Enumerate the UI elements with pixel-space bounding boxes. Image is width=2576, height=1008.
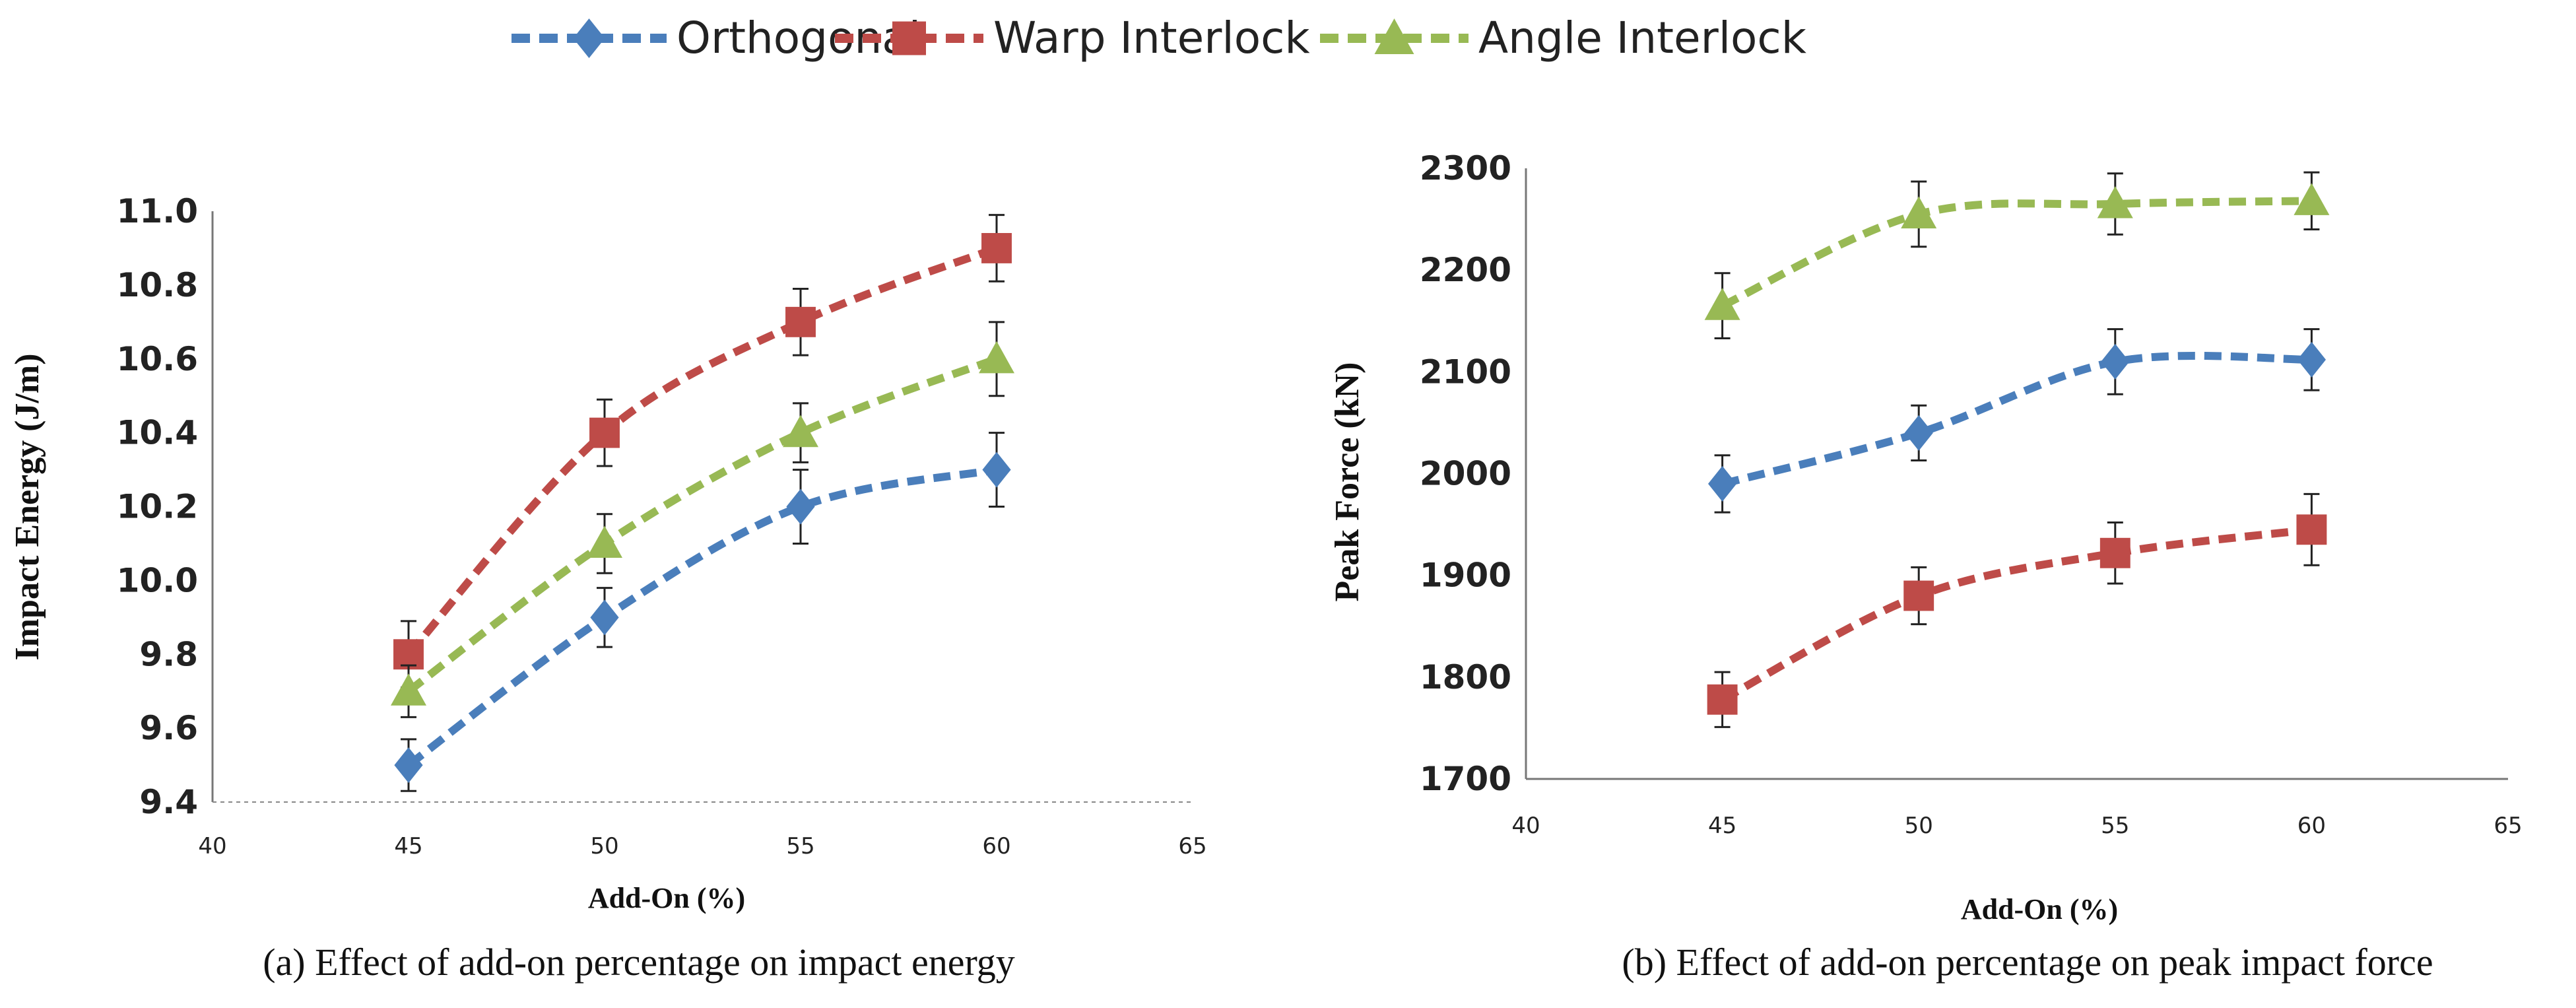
data-point-angle-interlock [2097,185,2133,218]
caption-peak-force: (b) Effect of add-on percentage on peak … [1622,941,2433,984]
x-axis-label-impact-energy: Add-On (%) [588,882,745,914]
legend-triangle-icon [1374,18,1414,54]
data-point-orthogonal [2297,341,2326,378]
series-angle-interlock [391,321,1014,718]
y-tick-label: 10.8 [117,266,198,304]
chart-impact-energy: 9.4 9.6 9.8 10.0 10.2 10.4 10.6 10.8 11.0 40 45 50 5… [9,192,1207,984]
data-point-orthogonal [1708,465,1737,502]
series-orthogonal [394,432,1011,792]
data-point-orthogonal [2101,343,2130,380]
plot-area-peak-force: 1700 1800 1900 2000 2100 2200 2300 40 45 50 55 60 65 [1420,149,2523,839]
y-axis-label-impact-energy: Impact Energy (J/m) [9,353,46,660]
x-tick-label: 65 [1178,833,1206,859]
x-tick-label: 40 [198,833,226,859]
data-point-orthogonal [786,488,815,525]
y-tick-label: 10.0 [117,561,198,599]
data-point-orthogonal [1904,415,1933,451]
plot-area-impact-energy: 9.4 9.6 9.8 10.0 10.2 10.4 10.6 10.8 11.0 40 45 50 5… [117,192,1207,859]
y-axis-label-peak-force: Peak Force (kN) [1329,362,1366,602]
data-point-warp-interlock [2296,514,2327,545]
data-point-warp-interlock [785,306,816,337]
legend-item-angle-interlock: Angle Interlock [1320,13,1807,63]
series-line-warp-interlock [1720,525,2313,704]
data-point-angle-interlock [1704,288,1740,320]
data-point-angle-interlock [2294,183,2330,215]
data-point-warp-interlock [2099,537,2130,568]
series-line-orthogonal [406,465,998,768]
series-angle-interlock [1704,171,2330,339]
x-tick-label: 60 [982,833,1010,859]
x-tick-label: 50 [1905,813,1933,839]
legend-item-warp-interlock: Warp Interlock [835,13,1310,63]
caption-impact-energy: (a) Effect of add-on percentage on impac… [263,941,1015,984]
data-point-warp-interlock [1707,684,1738,715]
legend-label-warp-interlock: Warp Interlock [993,13,1310,63]
legend-square-icon [892,21,926,55]
legend-label-orthogonal: Orthogonal [677,13,921,63]
data-point-warp-interlock [589,417,620,448]
data-point-angle-interlock [1901,196,1937,228]
series-line-angle-interlock [406,355,999,694]
y-tick-label: 2000 [1420,455,1511,493]
data-point-orthogonal [394,747,423,784]
y-tick-label: 2100 [1420,353,1511,391]
y-tick-label: 10.4 [117,414,198,452]
series-line-orthogonal [1721,351,2312,488]
chart-peak-force: 1700 1800 1900 2000 2100 2200 2300 40 45 50 55 60 65… [1329,149,2523,984]
x-tick-label: 55 [2101,813,2129,839]
y-tick-label: 11.0 [117,192,198,230]
data-point-orthogonal [982,452,1011,488]
legend-diamond-icon [573,18,605,58]
y-tick-label: 10.2 [117,488,198,526]
y-tick-label: 1700 [1420,760,1511,798]
y-tick-label: 9.4 [139,783,198,821]
data-point-angle-interlock [979,341,1014,374]
x-tick-label: 45 [1708,813,1736,839]
y-tick-label: 1900 [1420,556,1511,595]
data-point-warp-interlock [981,232,1012,263]
y-tick-label: 2200 [1420,251,1511,289]
data-point-orthogonal [590,599,619,636]
y-tick-label: 10.6 [117,340,198,378]
series-warp-interlock [393,214,1012,689]
series-orthogonal [1708,328,2326,514]
y-tick-label: 1800 [1420,658,1511,696]
legend-label-angle-interlock: Angle Interlock [1478,13,1807,63]
y-tick-label: 9.8 [139,635,198,673]
series-warp-interlock [1707,492,2327,728]
series-line-warp-interlock [405,244,999,657]
y-tick-label: 9.6 [139,709,198,747]
data-point-angle-interlock [783,415,818,448]
x-tick-label: 40 [1511,813,1540,839]
x-axis-label-peak-force: Add-On (%) [1961,893,2118,925]
x-tick-label: 60 [2297,813,2326,839]
x-tick-label: 55 [786,833,814,859]
x-tick-label: 45 [394,833,422,859]
data-point-angle-interlock [391,673,426,706]
data-point-angle-interlock [587,525,622,558]
legend: Orthogonal Warp Interlock Angle Interlock [512,13,1807,63]
data-point-warp-interlock [1903,580,1934,611]
legend-item-orthogonal: Orthogonal [512,13,921,63]
series-line-angle-interlock [1721,197,2312,310]
y-tick-label: 2300 [1420,149,1511,187]
x-tick-label: 50 [590,833,618,859]
x-tick-label: 65 [2493,813,2522,839]
